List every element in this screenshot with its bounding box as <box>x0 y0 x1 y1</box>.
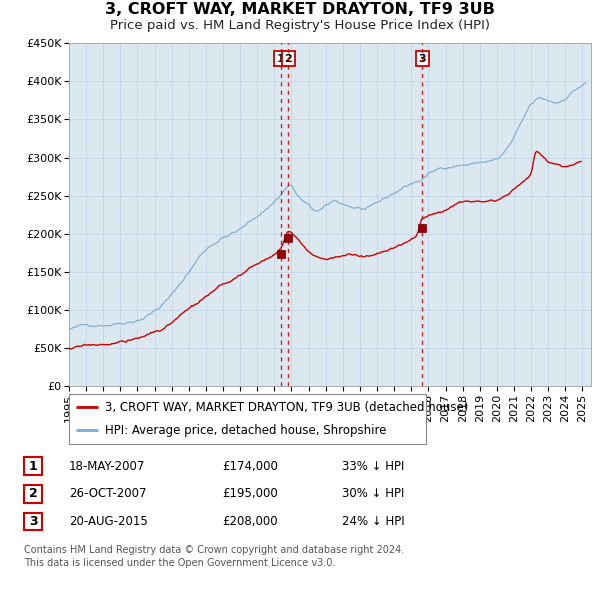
Text: 20-AUG-2015: 20-AUG-2015 <box>69 515 148 528</box>
Text: 3, CROFT WAY, MARKET DRAYTON, TF9 3UB (detached house): 3, CROFT WAY, MARKET DRAYTON, TF9 3UB (d… <box>105 401 468 414</box>
Text: Contains HM Land Registry data © Crown copyright and database right 2024.: Contains HM Land Registry data © Crown c… <box>24 545 404 555</box>
Text: £208,000: £208,000 <box>222 515 278 528</box>
Text: 33% ↓ HPI: 33% ↓ HPI <box>342 460 404 473</box>
Text: 2: 2 <box>284 54 292 64</box>
Text: 18-MAY-2007: 18-MAY-2007 <box>69 460 145 473</box>
Text: Price paid vs. HM Land Registry's House Price Index (HPI): Price paid vs. HM Land Registry's House … <box>110 19 490 32</box>
Text: 1: 1 <box>277 54 284 64</box>
Text: 30% ↓ HPI: 30% ↓ HPI <box>342 487 404 500</box>
Text: This data is licensed under the Open Government Licence v3.0.: This data is licensed under the Open Gov… <box>24 558 335 568</box>
Text: HPI: Average price, detached house, Shropshire: HPI: Average price, detached house, Shro… <box>105 424 386 437</box>
Text: 2: 2 <box>29 487 37 500</box>
Text: 3, CROFT WAY, MARKET DRAYTON, TF9 3UB: 3, CROFT WAY, MARKET DRAYTON, TF9 3UB <box>105 2 495 17</box>
Text: 24% ↓ HPI: 24% ↓ HPI <box>342 515 404 528</box>
Text: 1: 1 <box>29 460 37 473</box>
Text: £195,000: £195,000 <box>222 487 278 500</box>
Text: 3: 3 <box>418 54 426 64</box>
Text: 26-OCT-2007: 26-OCT-2007 <box>69 487 146 500</box>
Text: 3: 3 <box>29 515 37 528</box>
Text: £174,000: £174,000 <box>222 460 278 473</box>
